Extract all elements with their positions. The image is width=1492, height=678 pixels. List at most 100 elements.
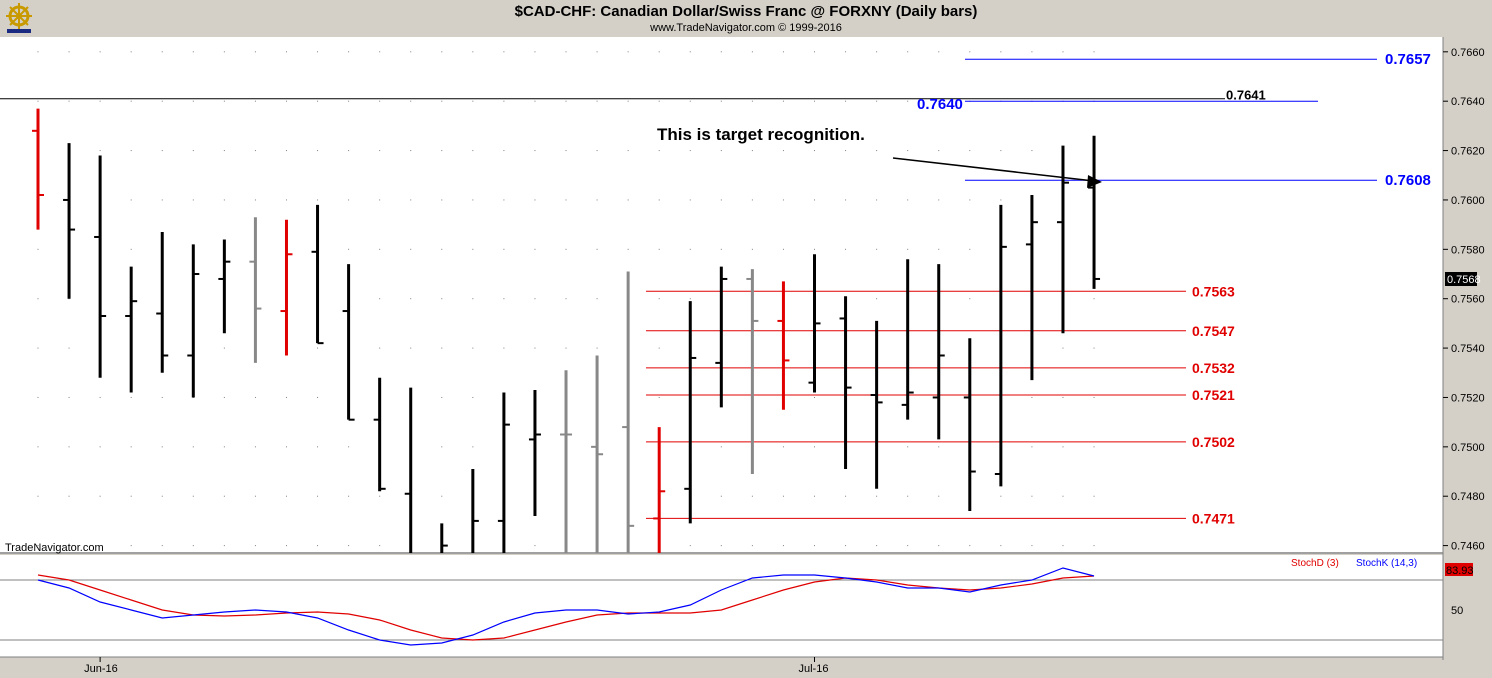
target-arrow (892, 157, 1095, 182)
grid-dot (1031, 545, 1033, 547)
grid-dot (348, 495, 350, 497)
grid-dot (161, 446, 163, 448)
stochk-line (37, 567, 1095, 646)
grid-dot (410, 199, 412, 201)
grid-dot (441, 199, 443, 201)
indicator-y-tick: 50 (1451, 605, 1463, 617)
grid-dot (596, 150, 598, 152)
grid-dot (782, 495, 784, 497)
grid-dot (907, 545, 909, 547)
grid-dot (223, 396, 225, 398)
grid-dot (845, 495, 847, 497)
grid-dot (99, 51, 101, 53)
grid-dot (285, 545, 287, 547)
grid-dot (285, 396, 287, 398)
grid-dot (130, 446, 132, 448)
grid-dot (627, 248, 629, 250)
grid-dot (1062, 446, 1064, 448)
level-label: 0.7471 (1192, 510, 1235, 526)
grid-dot (379, 495, 381, 497)
grid-dot (689, 51, 691, 53)
grid-dot (1093, 495, 1095, 497)
grid-dot (565, 347, 567, 349)
grid-dot (99, 396, 101, 398)
grid-dot (969, 545, 971, 547)
grid-dot (161, 150, 163, 152)
grid-dot (689, 199, 691, 201)
grid-dot (1062, 51, 1064, 53)
grid-dot (782, 199, 784, 201)
grid-dot (596, 51, 598, 53)
grid-dot (938, 446, 940, 448)
grid-dot (410, 298, 412, 300)
level-label: 0.7608 (1385, 172, 1431, 189)
y-tick-label: 0.7640 (1451, 96, 1485, 108)
grid-dot (254, 446, 256, 448)
grid-dot (68, 51, 70, 53)
grid-dot (565, 298, 567, 300)
grid-dot (348, 150, 350, 152)
stochd-line (37, 574, 1095, 641)
grid-dot (814, 446, 815, 448)
grid-dot (658, 396, 660, 398)
grid-dot (814, 545, 815, 547)
grid-dot (285, 446, 287, 448)
grid-dot (596, 199, 598, 201)
watermark: TradeNavigator.com (5, 542, 104, 554)
grid-dot (68, 495, 70, 497)
grid-dot (285, 100, 287, 102)
grid-dot (441, 495, 443, 497)
x-tick-label: Jul-16 (799, 663, 829, 675)
grid-dot (254, 100, 256, 102)
grid-dot (161, 545, 163, 547)
grid-dot (845, 51, 847, 53)
grid-dot (1031, 495, 1033, 497)
grid-dot (782, 446, 784, 448)
grid-dot (348, 199, 350, 201)
grid-dot (1062, 396, 1064, 398)
grid-dot (845, 150, 847, 152)
grid-dot (751, 51, 753, 53)
grid-dot (130, 248, 132, 250)
grid-dot (658, 150, 660, 152)
grid-dot (99, 495, 101, 497)
grid-dot (876, 298, 878, 300)
grid-dot (627, 150, 629, 152)
grid-dot (751, 150, 753, 152)
grid-dot (658, 51, 660, 53)
grid-dot (1093, 545, 1095, 547)
grid-dot (969, 248, 971, 250)
grid-dot (254, 51, 256, 53)
grid-dot (876, 51, 878, 53)
grid-dot (782, 51, 784, 53)
grid-dot (814, 51, 815, 53)
grid-dot (68, 545, 70, 547)
grid-dot (658, 199, 660, 201)
grid-dot (192, 495, 194, 497)
grid-dot (441, 446, 443, 448)
y-tick-label: 0.7600 (1451, 195, 1485, 207)
grid-dot (689, 150, 691, 152)
grid-dot (161, 100, 163, 102)
grid-dot (317, 347, 319, 349)
target-arrowhead (1087, 175, 1102, 188)
grid-dot (1000, 150, 1002, 152)
grid-dot (1031, 446, 1033, 448)
grid-dot (845, 199, 847, 201)
y-tick-label: 0.7500 (1451, 442, 1485, 454)
grid-dot (876, 100, 878, 102)
grid-dot (658, 347, 660, 349)
grid-dot (534, 100, 536, 102)
grid-dot (938, 150, 940, 152)
grid-dot (876, 150, 878, 152)
grid-dot (192, 150, 194, 152)
grid-dot (627, 199, 629, 201)
grid-dot (37, 545, 39, 547)
grid-dot (534, 51, 536, 53)
grid-dot (68, 396, 70, 398)
grid-dot (254, 495, 256, 497)
grid-dot (472, 150, 474, 152)
grid-dot (1062, 545, 1064, 547)
grid-dot (441, 51, 443, 53)
